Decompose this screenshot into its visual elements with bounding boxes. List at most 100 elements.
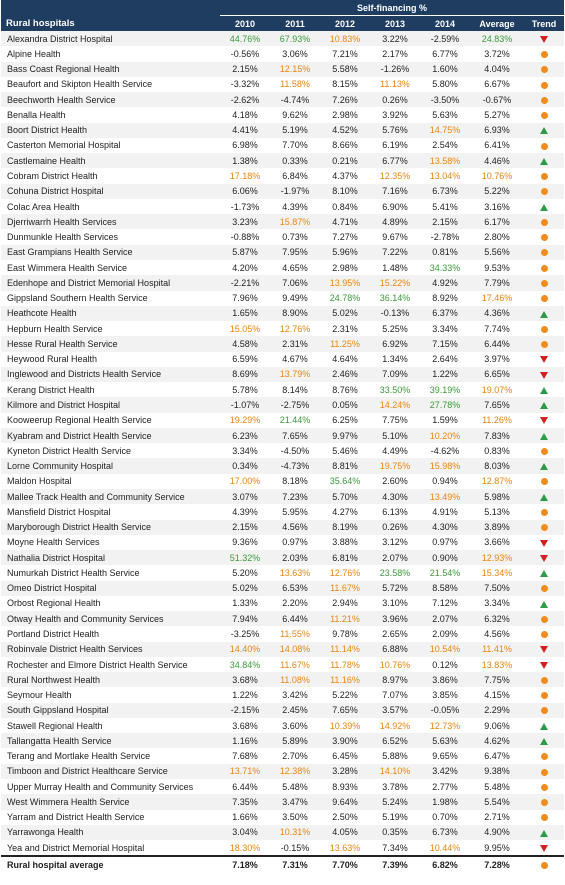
table-row: Bass Coast Regional Health 2.15% 12.15% 5.5…	[1, 61, 565, 77]
value-cell: 13.58%	[420, 153, 470, 169]
value-cell: 6.19%	[370, 137, 420, 154]
value-cell: 5.46%	[320, 443, 370, 459]
trend-cell	[524, 580, 565, 596]
value-cell: 7.65%	[270, 427, 320, 444]
value-cell: 0.33%	[270, 153, 320, 169]
hospital-name: Cohuna District Hospital	[1, 183, 220, 199]
average-cell: 11.26%	[470, 412, 524, 428]
table-row: Yarram and District Health Service 1.66% 3…	[1, 809, 565, 825]
value-cell: 9.64%	[320, 794, 370, 810]
trend-up-icon	[540, 493, 548, 501]
hospital-name: Kooweerup Regional Health Service	[1, 412, 220, 428]
trend-cell	[524, 382, 565, 398]
value-cell: 12.35%	[370, 168, 420, 184]
value-cell: 14.40%	[220, 641, 270, 657]
trend-flat-icon	[540, 508, 548, 516]
trend-cell	[524, 748, 565, 764]
table-row: Casterton Memorial Hospital 6.98% 7.70% 8.6…	[1, 137, 565, 154]
value-cell: 4.39%	[220, 504, 270, 520]
average-cell: 6.17%	[470, 214, 524, 230]
value-cell: 2.46%	[320, 366, 370, 383]
value-cell: 1.65%	[220, 305, 270, 322]
value-cell: 4.71%	[320, 214, 370, 230]
value-cell: 0.26%	[370, 92, 420, 108]
value-cell: 15.98%	[420, 458, 470, 474]
table-row: Beaufort and Skipton Health Service -3.32…	[1, 76, 565, 93]
trend-cell	[524, 733, 565, 749]
value-cell: 14.75%	[420, 122, 470, 138]
hospital-name: East Grampians Health Service	[1, 244, 220, 260]
average-cell: 12.93%	[470, 550, 524, 566]
hospital-name: Yarrawonga Health	[1, 824, 220, 841]
table-row: West Wimmera Health Service 7.35% 3.47% 9.6…	[1, 794, 565, 810]
average-cell: 7.83%	[470, 427, 524, 444]
table-row: Kyneton District Health Service 3.34% -4.5…	[1, 443, 565, 459]
table-row: Dunmunkle Health Services -0.88% 0.73% 7.27…	[1, 229, 565, 245]
value-cell: 6.73%	[420, 183, 470, 199]
trend-cell	[524, 92, 565, 108]
value-cell: 6.84%	[270, 168, 320, 184]
value-cell: 0.81%	[420, 244, 470, 260]
value-cell: 0.94%	[420, 473, 470, 489]
trend-flat-icon	[540, 234, 548, 242]
value-cell: 6.59%	[220, 351, 270, 367]
value-cell: 1.34%	[370, 351, 420, 367]
hospital-name: Rural hospital average	[1, 855, 220, 873]
hospital-name: Alexandra District Hospital	[1, 31, 220, 47]
value-cell: 10.76%	[370, 656, 420, 673]
trend-cell	[524, 824, 565, 841]
trend-flat-icon	[540, 280, 548, 287]
value-cell: 2.15%	[220, 61, 270, 77]
value-cell: 8.69%	[220, 366, 270, 383]
value-cell: 7.68%	[220, 748, 270, 764]
trend-flat-icon	[540, 142, 548, 150]
value-cell: 3.57%	[370, 702, 420, 718]
value-cell: 14.24%	[370, 397, 420, 413]
hospital-name: Terang and Mortlake Health Service	[1, 748, 220, 764]
value-cell: 4.41%	[220, 122, 270, 138]
value-cell: 4.67%	[270, 351, 320, 367]
hospital-name: Dunmunkle Health Services	[1, 229, 220, 245]
table-row: Lorne Community Hospital 0.34% -4.73% 8.81%…	[1, 458, 565, 474]
average-cell: 4.46%	[470, 153, 524, 169]
average-cell: 6.32%	[470, 611, 524, 627]
value-cell: -0.88%	[220, 229, 270, 245]
hospital-name: Heywood Rural Health	[1, 351, 220, 367]
average-cell: 5.48%	[470, 779, 524, 795]
value-cell: 11.14%	[320, 641, 370, 657]
trend-cell	[524, 504, 565, 520]
value-cell: -3.25%	[220, 626, 270, 642]
value-cell: 11.67%	[320, 580, 370, 596]
trend-cell	[524, 305, 565, 322]
table-row: Rochester and Elmore District Health Ser…	[1, 656, 565, 673]
average-cell: 3.16%	[470, 198, 524, 215]
value-cell: -3.32%	[220, 76, 270, 93]
value-cell: 6.92%	[370, 336, 420, 352]
value-cell: 7.12%	[420, 595, 470, 612]
trend-cell	[524, 779, 565, 795]
value-cell: 6.25%	[320, 412, 370, 428]
value-cell: 6.53%	[270, 580, 320, 596]
table-row: East Grampians Health Service 5.87% 7.95% 5…	[1, 244, 565, 260]
average-cell: 6.93%	[470, 122, 524, 138]
average-cell: 3.66%	[470, 534, 524, 551]
value-cell: 3.34%	[420, 321, 470, 337]
value-cell: 4.20%	[220, 259, 270, 276]
average-cell: 6.44%	[470, 336, 524, 352]
hospital-name: Beechworth Health Service	[1, 92, 220, 108]
hospital-name: Boort District Health	[1, 122, 220, 138]
value-cell: 1.60%	[420, 61, 470, 77]
value-cell: 3.42%	[270, 687, 320, 703]
value-cell: 10.54%	[420, 641, 470, 657]
table-row: Tallangatta Health Service 1.16% 5.89% 3.90…	[1, 733, 565, 749]
trend-cell	[524, 717, 565, 734]
trend-cell	[524, 565, 565, 581]
value-cell: 13.04%	[420, 168, 470, 184]
hospital-name: Yea and District Memorial Hospital	[1, 840, 220, 857]
value-cell: 6.52%	[370, 733, 420, 749]
hospital-name: Yarram and District Health Service	[1, 809, 220, 825]
value-cell: 9.67%	[370, 229, 420, 245]
value-cell: 13.79%	[270, 366, 320, 383]
value-cell: 7.70%	[320, 855, 370, 873]
average-cell: 2.29%	[470, 702, 524, 718]
